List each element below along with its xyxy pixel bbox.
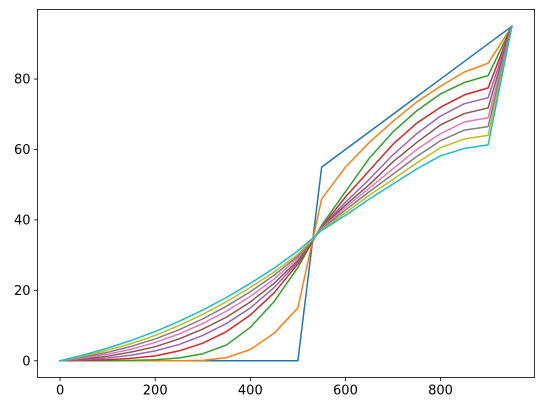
series-line-4 (59, 25, 513, 362)
series-line-7 (59, 25, 513, 362)
series-line-5 (59, 25, 513, 362)
y-tick-label: 80 (14, 73, 31, 88)
x-tick-label: 600 (333, 384, 358, 399)
y-axis: 0 20 40 60 80 (14, 73, 38, 369)
series-line-3 (59, 25, 513, 362)
y-tick-label: 60 (14, 143, 31, 158)
series-layer (59, 25, 513, 362)
series-line-9 (59, 25, 513, 362)
series-line-8 (59, 25, 513, 362)
x-tick-label: 200 (143, 384, 168, 399)
y-tick-label: 40 (14, 213, 31, 228)
series-line-6 (59, 25, 513, 362)
x-tick-label: 0 (56, 384, 64, 399)
x-axis: 0 200 400 600 800 (56, 377, 453, 399)
x-tick-label: 400 (238, 384, 263, 399)
y-tick-label: 0 (22, 354, 30, 369)
x-tick-label: 800 (428, 384, 453, 399)
series-line-10 (59, 25, 513, 362)
y-tick-label: 20 (14, 284, 31, 299)
plot-frame (37, 9, 535, 378)
